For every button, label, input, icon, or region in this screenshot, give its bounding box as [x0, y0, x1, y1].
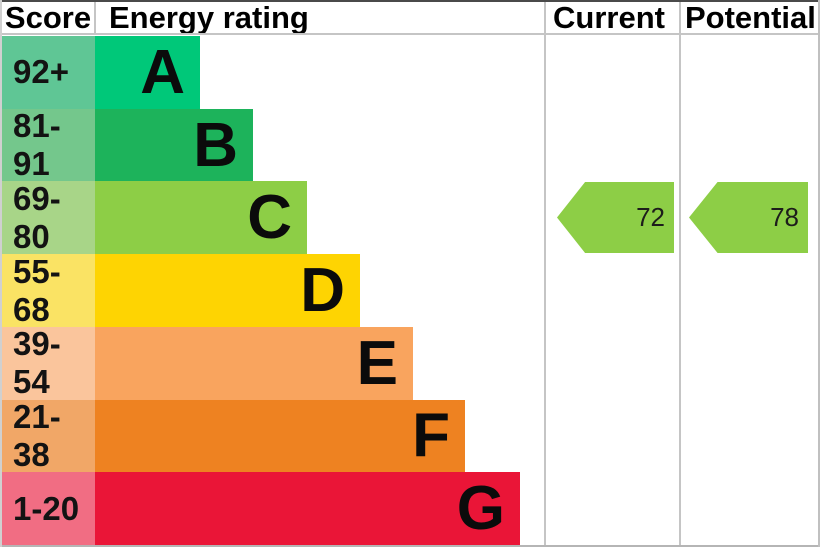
band-bar-b: B [95, 108, 253, 182]
score-range-f: 21-38 [0, 398, 95, 473]
potential-column-header: Potential [685, 0, 816, 35]
band-row-a: 92+ A [0, 36, 545, 109]
energy-rating-column-header: Energy rating [109, 0, 309, 35]
band-row-e: 39-54 E [0, 325, 545, 400]
current-column-divider [544, 0, 546, 547]
score-range-c: 69-80 [0, 180, 95, 255]
score-range-d: 55-68 [0, 253, 95, 328]
potential-rating-arrow: 78 [689, 182, 808, 253]
header-divider [0, 33, 820, 35]
band-bar-f: F [95, 399, 465, 473]
score-range-g: 1-20 [0, 472, 95, 546]
potential-rating-value: 78 [770, 202, 799, 232]
band-bar-c: C [95, 181, 307, 255]
score-range-b: 81-91 [0, 107, 95, 182]
band-row-f: 21-38 F [0, 398, 545, 473]
bottom-border [0, 545, 820, 547]
left-border [0, 0, 2, 547]
rating-bands: 92+ A 81-91 B 69-80 C 55-68 D 39-54 E 21-38 F 1-20 G [0, 36, 545, 546]
score-header-divider [94, 0, 96, 35]
band-bar-a: A [95, 36, 200, 109]
current-column-header: Current [553, 0, 665, 35]
top-border [0, 0, 820, 2]
band-bar-e: E [95, 326, 413, 400]
band-row-b: 81-91 B [0, 107, 545, 182]
band-row-d: 55-68 D [0, 253, 545, 328]
current-rating-value: 72 [636, 202, 665, 232]
score-range-e: 39-54 [0, 325, 95, 400]
score-column-header: Score [4, 0, 92, 35]
current-rating-arrow: 72 [557, 182, 674, 253]
potential-column-divider [679, 0, 681, 547]
band-row-c: 69-80 C [0, 180, 545, 255]
band-bar-g: G [95, 472, 520, 546]
band-bar-d: D [95, 254, 360, 327]
band-row-g: 1-20 G [0, 472, 545, 546]
score-range-a: 92+ [0, 36, 95, 109]
right-border [818, 0, 820, 547]
